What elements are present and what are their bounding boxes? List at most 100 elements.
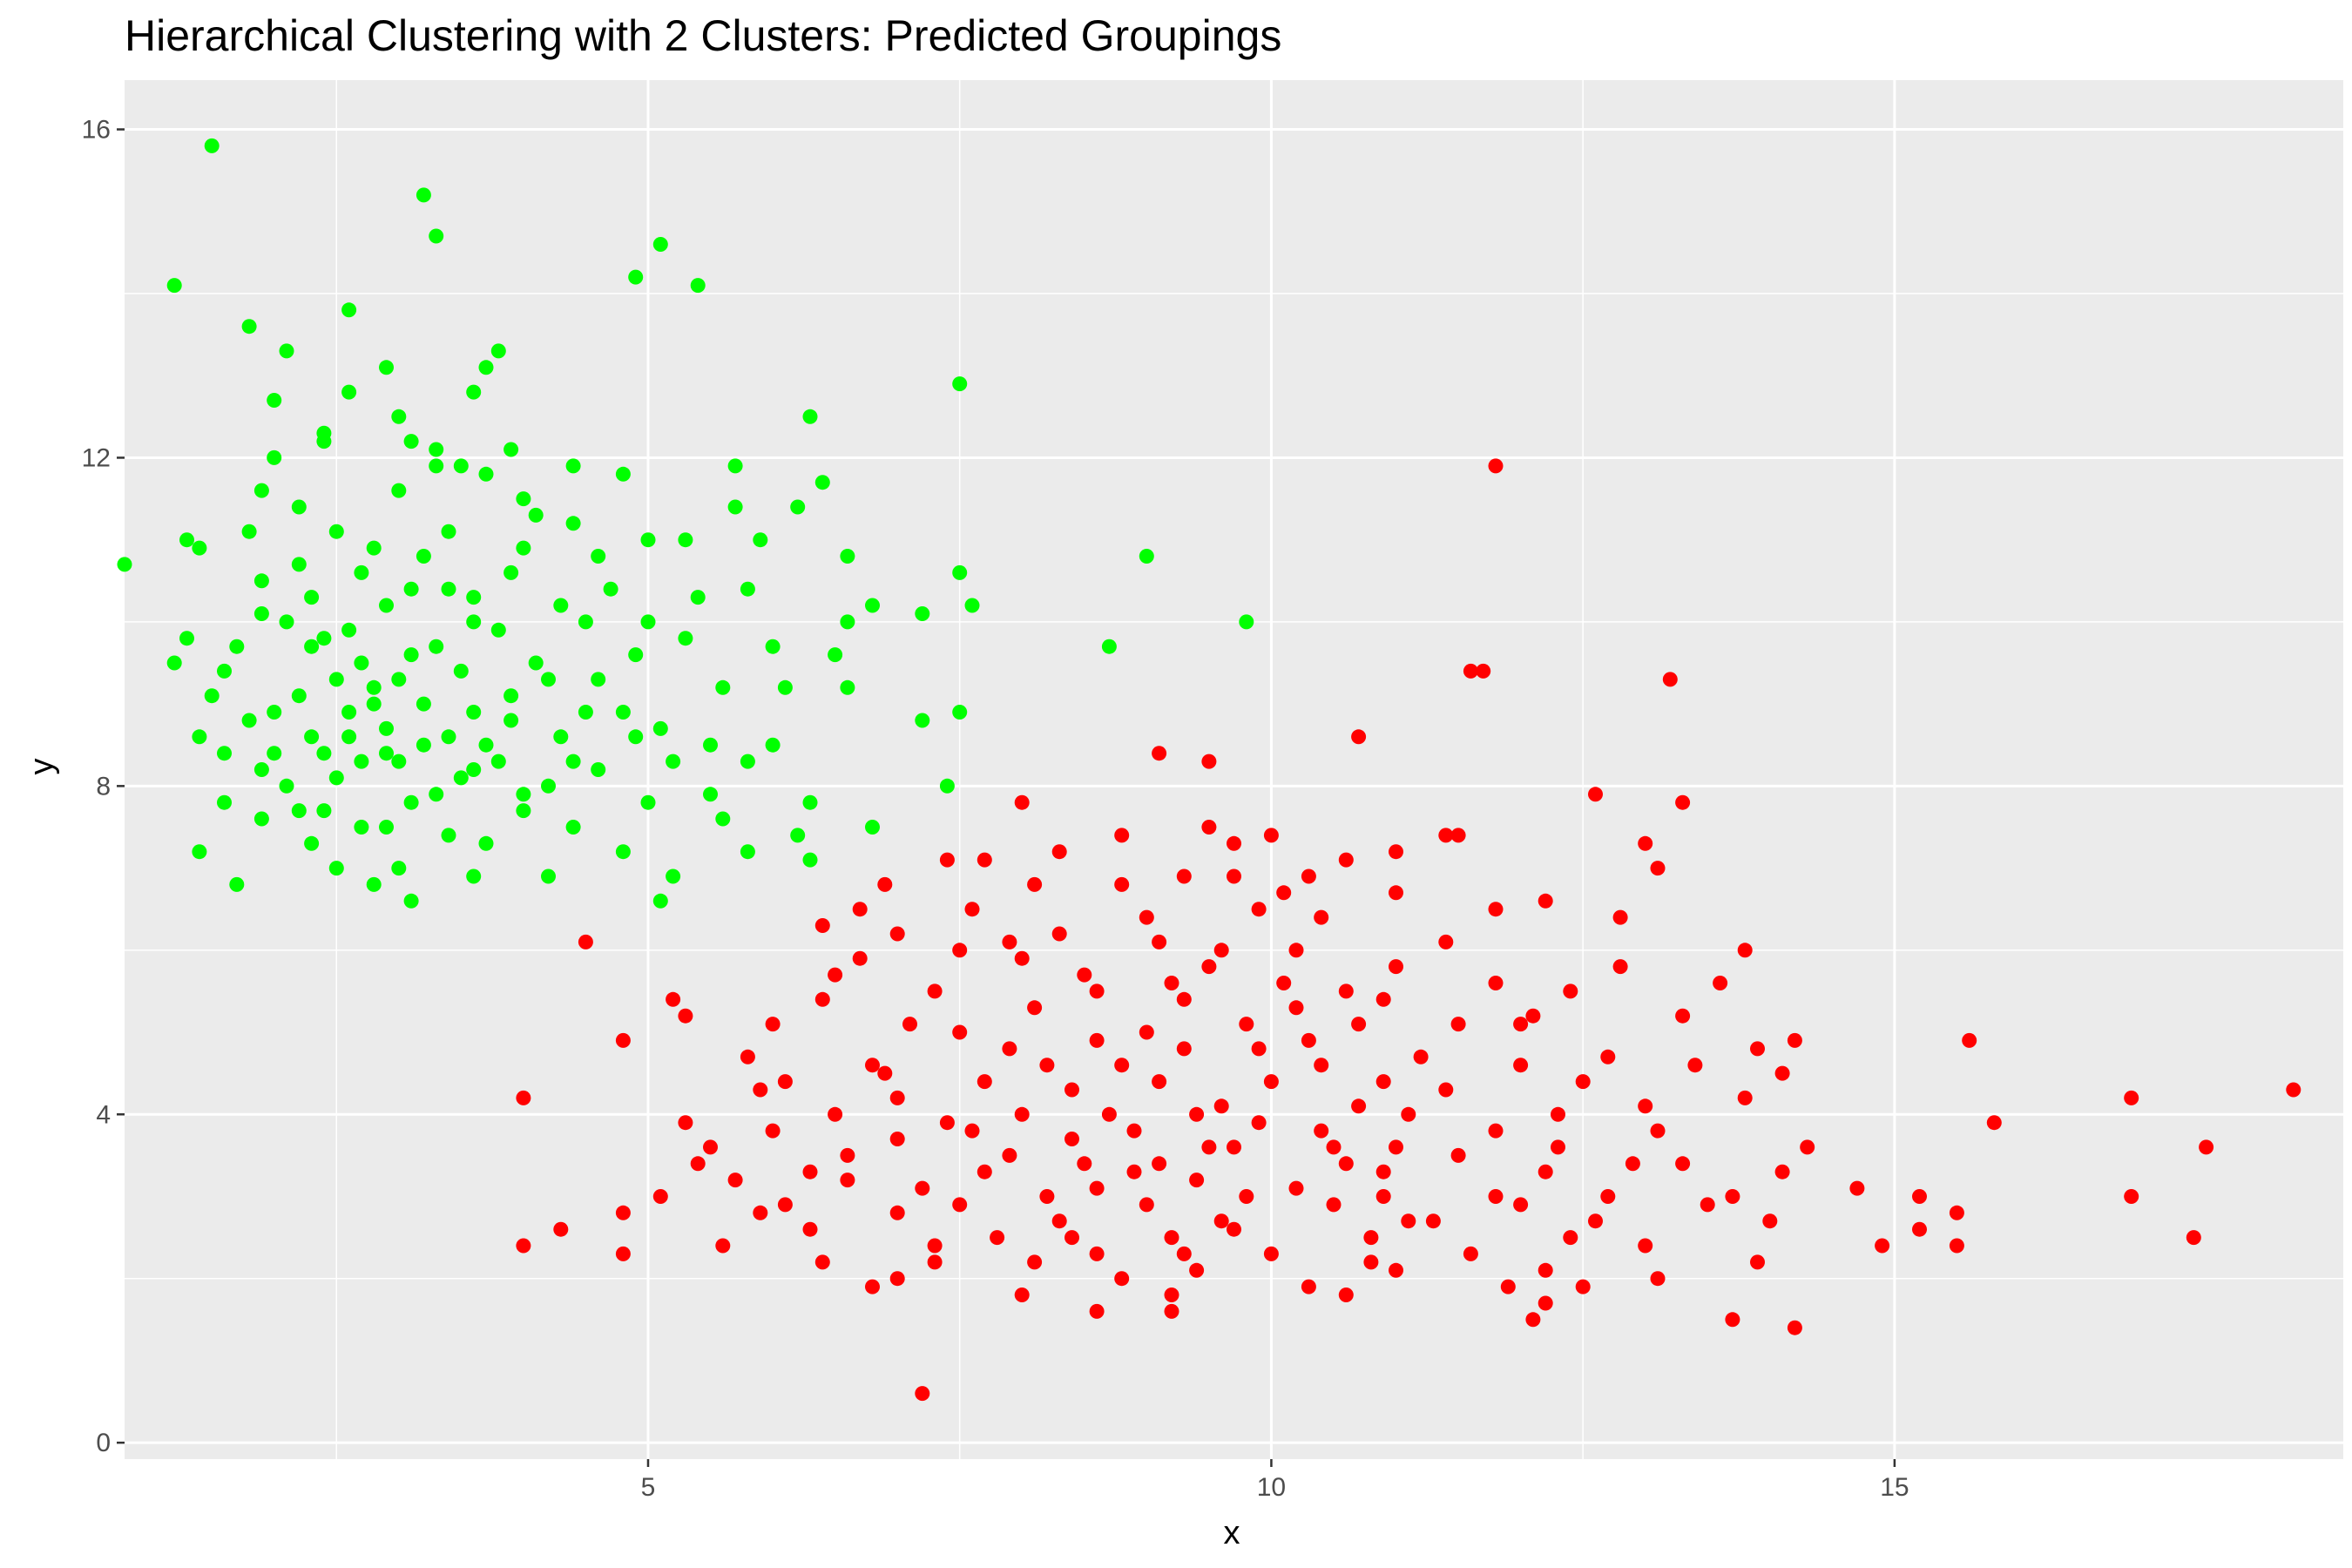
data-point-cluster-2 bbox=[814, 1254, 830, 1270]
data-point-cluster-2 bbox=[1363, 1254, 1379, 1270]
data-point-cluster-2 bbox=[1064, 1132, 1079, 1146]
x-axis: 5 10 15 bbox=[641, 1459, 1909, 1502]
data-point-cluster-2 bbox=[1164, 976, 1179, 990]
data-point-cluster-2 bbox=[1239, 1189, 1254, 1204]
data-point-cluster-2 bbox=[1027, 1254, 1043, 1270]
data-point-cluster-2 bbox=[1389, 959, 1403, 975]
data-point-cluster-1 bbox=[429, 228, 444, 244]
data-point-cluster-2 bbox=[1152, 1074, 1167, 1090]
data-point-cluster-2 bbox=[1189, 1106, 1205, 1122]
data-point-cluster-2 bbox=[1164, 1303, 1179, 1319]
data-point-cluster-1 bbox=[516, 540, 531, 556]
data-point-cluster-2 bbox=[1588, 1213, 1603, 1229]
data-point-cluster-1 bbox=[391, 861, 407, 876]
data-point-cluster-1 bbox=[253, 811, 269, 827]
data-point-cluster-2 bbox=[1575, 1279, 1591, 1294]
data-point-cluster-1 bbox=[416, 737, 431, 753]
data-point-cluster-2 bbox=[939, 1115, 955, 1131]
data-point-cluster-1 bbox=[541, 778, 556, 794]
data-point-cluster-1 bbox=[828, 647, 843, 663]
data-point-cluster-2 bbox=[802, 1164, 818, 1179]
data-point-cluster-1 bbox=[416, 187, 431, 203]
data-point-cluster-1 bbox=[516, 787, 531, 802]
data-point-cluster-1 bbox=[553, 598, 569, 613]
data-point-cluster-1 bbox=[865, 598, 880, 613]
data-point-cluster-2 bbox=[1064, 1230, 1079, 1246]
data-point-cluster-2 bbox=[1239, 1017, 1254, 1032]
data-point-cluster-2 bbox=[1650, 861, 1666, 876]
data-point-cluster-2 bbox=[1338, 1156, 1354, 1172]
data-point-cluster-2 bbox=[1375, 991, 1391, 1007]
data-point-cluster-1 bbox=[241, 319, 257, 335]
data-point-cluster-1 bbox=[166, 278, 182, 294]
data-point-cluster-2 bbox=[889, 926, 905, 942]
data-point-cluster-1 bbox=[441, 524, 456, 539]
data-point-cluster-1 bbox=[703, 787, 718, 802]
data-point-cluster-1 bbox=[328, 861, 344, 876]
data-point-cluster-1 bbox=[666, 754, 681, 769]
data-point-cluster-2 bbox=[865, 1279, 880, 1294]
data-point-cluster-1 bbox=[241, 713, 257, 728]
data-point-cluster-2 bbox=[1002, 1041, 1017, 1057]
data-point-cluster-2 bbox=[1375, 1074, 1391, 1090]
data-point-cluster-2 bbox=[1201, 820, 1217, 835]
data-point-cluster-2 bbox=[1176, 991, 1192, 1007]
data-point-cluster-1 bbox=[328, 770, 344, 786]
data-point-cluster-2 bbox=[952, 1024, 968, 1040]
data-point-cluster-2 bbox=[1713, 976, 1728, 990]
data-point-cluster-2 bbox=[1338, 983, 1354, 999]
data-point-cluster-1 bbox=[341, 384, 357, 400]
data-point-cluster-1 bbox=[354, 754, 369, 769]
data-point-cluster-2 bbox=[2199, 1139, 2214, 1155]
data-point-cluster-1 bbox=[952, 376, 968, 392]
data-point-cluster-2 bbox=[1089, 983, 1105, 999]
y-tick-label: 16 bbox=[82, 116, 111, 145]
data-point-cluster-2 bbox=[1662, 672, 1678, 687]
data-point-cluster-2 bbox=[1800, 1139, 1815, 1155]
data-point-cluster-1 bbox=[565, 820, 581, 835]
data-point-cluster-1 bbox=[516, 803, 531, 819]
data-point-cluster-1 bbox=[504, 564, 519, 580]
data-point-cluster-1 bbox=[279, 778, 294, 794]
data-point-cluster-2 bbox=[1227, 1221, 1241, 1237]
data-point-cluster-2 bbox=[1986, 1115, 2002, 1131]
data-point-cluster-2 bbox=[939, 852, 955, 868]
data-point-cluster-2 bbox=[1338, 852, 1354, 868]
data-point-cluster-1 bbox=[703, 737, 718, 753]
data-point-cluster-1 bbox=[453, 663, 469, 679]
data-point-cluster-2 bbox=[1513, 1058, 1529, 1073]
data-point-cluster-1 bbox=[516, 491, 531, 507]
data-point-cluster-2 bbox=[1450, 1147, 1466, 1163]
data-point-cluster-1 bbox=[802, 794, 818, 810]
data-point-cluster-2 bbox=[1363, 1230, 1379, 1246]
data-point-cluster-1 bbox=[253, 483, 269, 498]
data-point-cluster-1 bbox=[429, 442, 444, 457]
y-tick-label: 8 bbox=[96, 772, 111, 801]
data-point-cluster-1 bbox=[241, 524, 257, 539]
data-point-cluster-1 bbox=[466, 590, 482, 605]
data-point-cluster-2 bbox=[1687, 1058, 1703, 1073]
data-point-cluster-1 bbox=[341, 705, 357, 720]
data-point-cluster-1 bbox=[217, 794, 232, 810]
data-point-cluster-2 bbox=[1774, 1164, 1790, 1179]
data-point-cluster-2 bbox=[1438, 828, 1454, 843]
data-point-cluster-1 bbox=[391, 672, 407, 687]
data-point-cluster-2 bbox=[1551, 1106, 1565, 1122]
data-point-cluster-2 bbox=[553, 1221, 569, 1237]
data-point-cluster-2 bbox=[1500, 1279, 1516, 1294]
data-point-cluster-2 bbox=[1326, 1139, 1342, 1155]
data-point-cluster-1 bbox=[304, 729, 320, 745]
data-point-cluster-1 bbox=[267, 449, 282, 465]
data-point-cluster-2 bbox=[1638, 835, 1653, 851]
data-point-cluster-2 bbox=[1263, 828, 1279, 843]
y-tick-label: 0 bbox=[96, 1429, 111, 1457]
data-point-cluster-2 bbox=[852, 902, 868, 917]
data-point-cluster-1 bbox=[253, 573, 269, 589]
data-point-cluster-1 bbox=[117, 557, 132, 572]
data-point-cluster-2 bbox=[1675, 794, 1691, 810]
data-point-cluster-2 bbox=[1039, 1058, 1055, 1073]
data-point-cluster-1 bbox=[429, 787, 444, 802]
data-point-cluster-2 bbox=[977, 1074, 992, 1090]
data-point-cluster-2 bbox=[915, 1180, 930, 1196]
